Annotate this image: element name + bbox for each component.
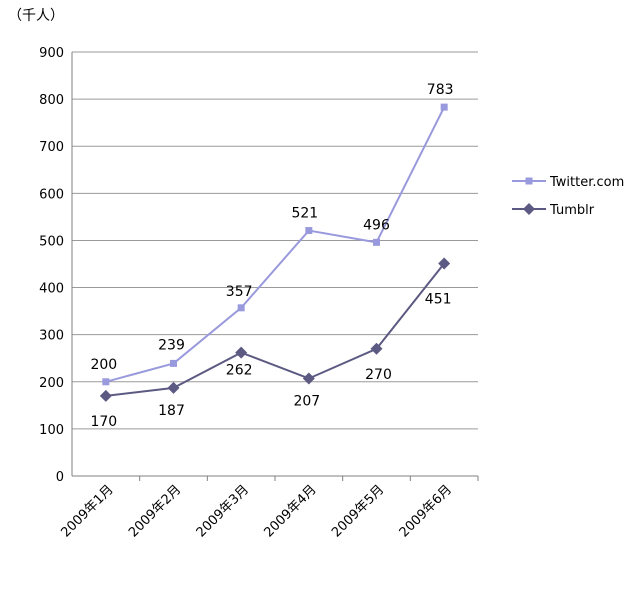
data-label: 170	[90, 414, 117, 430]
data-point-marker	[102, 378, 110, 386]
x-tick-label: 2009年5月	[329, 482, 387, 540]
data-point-marker	[370, 342, 383, 355]
legend-label: Twitter.com	[549, 175, 624, 190]
data-point-marker	[525, 177, 533, 185]
data-point-marker	[235, 346, 248, 359]
x-tick-label: 2009年2月	[126, 482, 184, 540]
series-0: 200 239 357 521 496 783	[90, 82, 454, 386]
data-point-marker	[438, 257, 451, 270]
y-tick-label: 200	[39, 376, 64, 391]
data-label: 262	[226, 363, 253, 379]
gridlines	[71, 51, 478, 477]
y-axis-ticks: 0 100 200 300 400 500 600 700 800 900	[39, 46, 64, 485]
data-label: 783	[427, 82, 454, 98]
y-tick-label: 800	[39, 93, 64, 108]
series-line	[105, 262, 445, 397]
data-point-marker	[440, 103, 448, 111]
series-1: 170 187 262 207 270 451	[90, 257, 452, 430]
y-tick-label: 300	[39, 329, 64, 344]
data-point-marker	[170, 359, 177, 367]
data-point-marker	[523, 203, 535, 215]
data-label: 357	[226, 284, 253, 300]
legend-label: Tumblr	[549, 203, 595, 218]
data-label: 521	[291, 206, 318, 222]
data-label: 200	[90, 357, 117, 373]
x-tick-label: 2009年6月	[397, 482, 455, 540]
y-tick-label: 700	[39, 140, 64, 155]
data-label: 187	[158, 403, 185, 419]
y-tick-label: 600	[39, 187, 64, 202]
data-point-marker	[167, 381, 180, 394]
legend: Twitter.com Tumblr	[512, 175, 624, 218]
data-point-marker	[237, 304, 245, 312]
data-point-marker	[305, 227, 313, 235]
y-tick-label: 500	[39, 234, 64, 249]
data-label: 496	[363, 217, 390, 233]
series-group: 200 239 357 521 496 783 170 187 262 207 270 451	[90, 82, 453, 430]
x-tick-label: 2009年4月	[261, 482, 319, 540]
x-tick-label: 2009年1月	[58, 482, 116, 540]
x-tick-label: 2009年3月	[194, 482, 252, 540]
x-axis-ticks: 2009年1月 2009年2月 2009年3月 2009年4月 2009年5月 2009年…	[58, 476, 479, 540]
y-tick-label: 100	[39, 423, 64, 438]
data-label: 451	[425, 292, 452, 308]
data-point-marker	[302, 372, 315, 385]
series-line	[105, 106, 446, 383]
data-label: 270	[365, 367, 392, 383]
data-label: 207	[293, 393, 320, 409]
y-axis-unit-label: （千人）	[8, 8, 64, 24]
y-tick-label: 0	[56, 470, 64, 485]
y-tick-label: 900	[39, 46, 64, 61]
data-point-marker	[99, 389, 112, 402]
y-tick-label: 400	[39, 282, 64, 297]
data-point-marker	[373, 238, 380, 246]
data-label: 239	[158, 337, 185, 353]
